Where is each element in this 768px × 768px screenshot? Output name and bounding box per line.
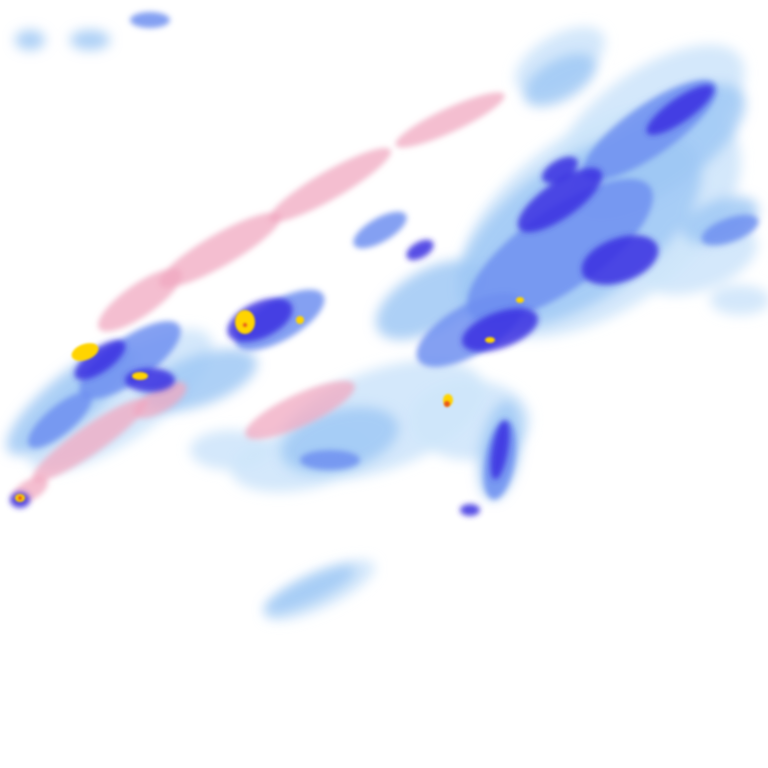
precip-cell [523, 53, 597, 107]
precip-cell [28, 392, 92, 448]
precip-cell [245, 380, 355, 440]
strong-precip [10, 85, 714, 516]
precip-cell [353, 211, 407, 249]
precip-cell [79, 321, 181, 399]
precip-cell [98, 268, 182, 332]
precip-cell [132, 372, 148, 380]
precip-cell [581, 235, 659, 285]
precip-cell [516, 297, 524, 303]
precip-cell [268, 147, 392, 223]
heavy-precip-cells [15, 297, 524, 502]
precip-cell [125, 368, 175, 392]
precip-cell [646, 85, 714, 135]
precip-cell [710, 285, 768, 315]
precip-cell [541, 156, 579, 184]
precip-cell [18, 496, 22, 500]
precip-cell [158, 212, 282, 288]
precip-cell [235, 310, 255, 334]
precip-cell [264, 566, 356, 614]
precip-cell [461, 308, 539, 352]
precip-cell [74, 340, 126, 380]
precip-cell [300, 450, 360, 470]
precip-cell [467, 178, 653, 322]
precip-cell [243, 323, 247, 327]
precip-cell [296, 316, 304, 324]
precip-cell [701, 214, 759, 246]
precip-cell [395, 92, 505, 148]
precip-cell [375, 260, 485, 340]
extreme-precip-cells [18, 323, 450, 500]
precip-cell [71, 343, 99, 361]
precip-cell [460, 504, 480, 516]
precip-cell [406, 239, 434, 261]
precip-cell [485, 337, 495, 343]
precip-cell [133, 381, 187, 419]
precip-cell [444, 401, 450, 407]
precip-cell [517, 167, 603, 233]
precip-cell [190, 430, 270, 470]
precip-cell [490, 420, 510, 480]
precip-cell [130, 12, 170, 28]
precip-cell [70, 30, 110, 50]
precip-cell [32, 398, 148, 482]
precip-cell [15, 30, 45, 50]
